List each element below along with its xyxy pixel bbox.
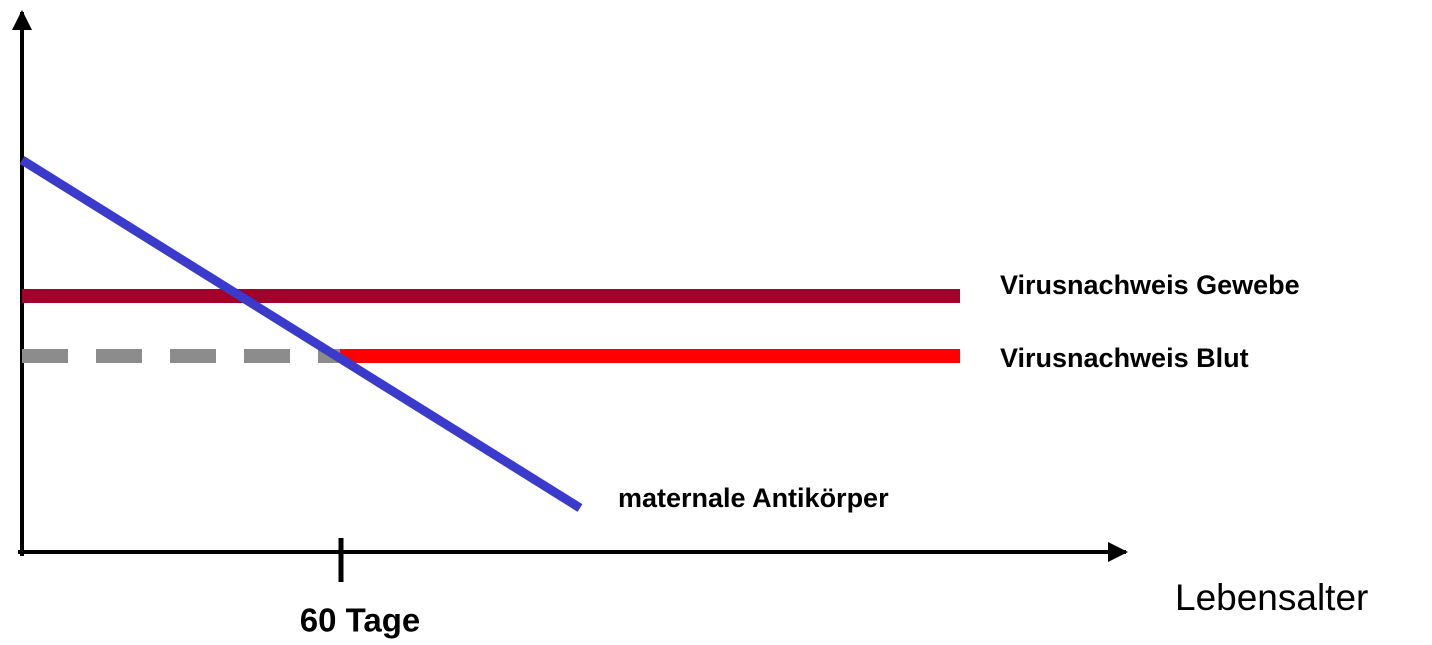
antibody-line <box>19 156 583 512</box>
antibody-label: maternale Antikörper <box>618 483 889 513</box>
tissue-label: Virusnachweis Gewebe <box>1000 270 1300 300</box>
tick-label: 60 Tage <box>300 602 420 639</box>
blood-label: Virusnachweis Blut <box>1000 343 1249 373</box>
x-axis-label: Lebensalter <box>1175 577 1368 618</box>
